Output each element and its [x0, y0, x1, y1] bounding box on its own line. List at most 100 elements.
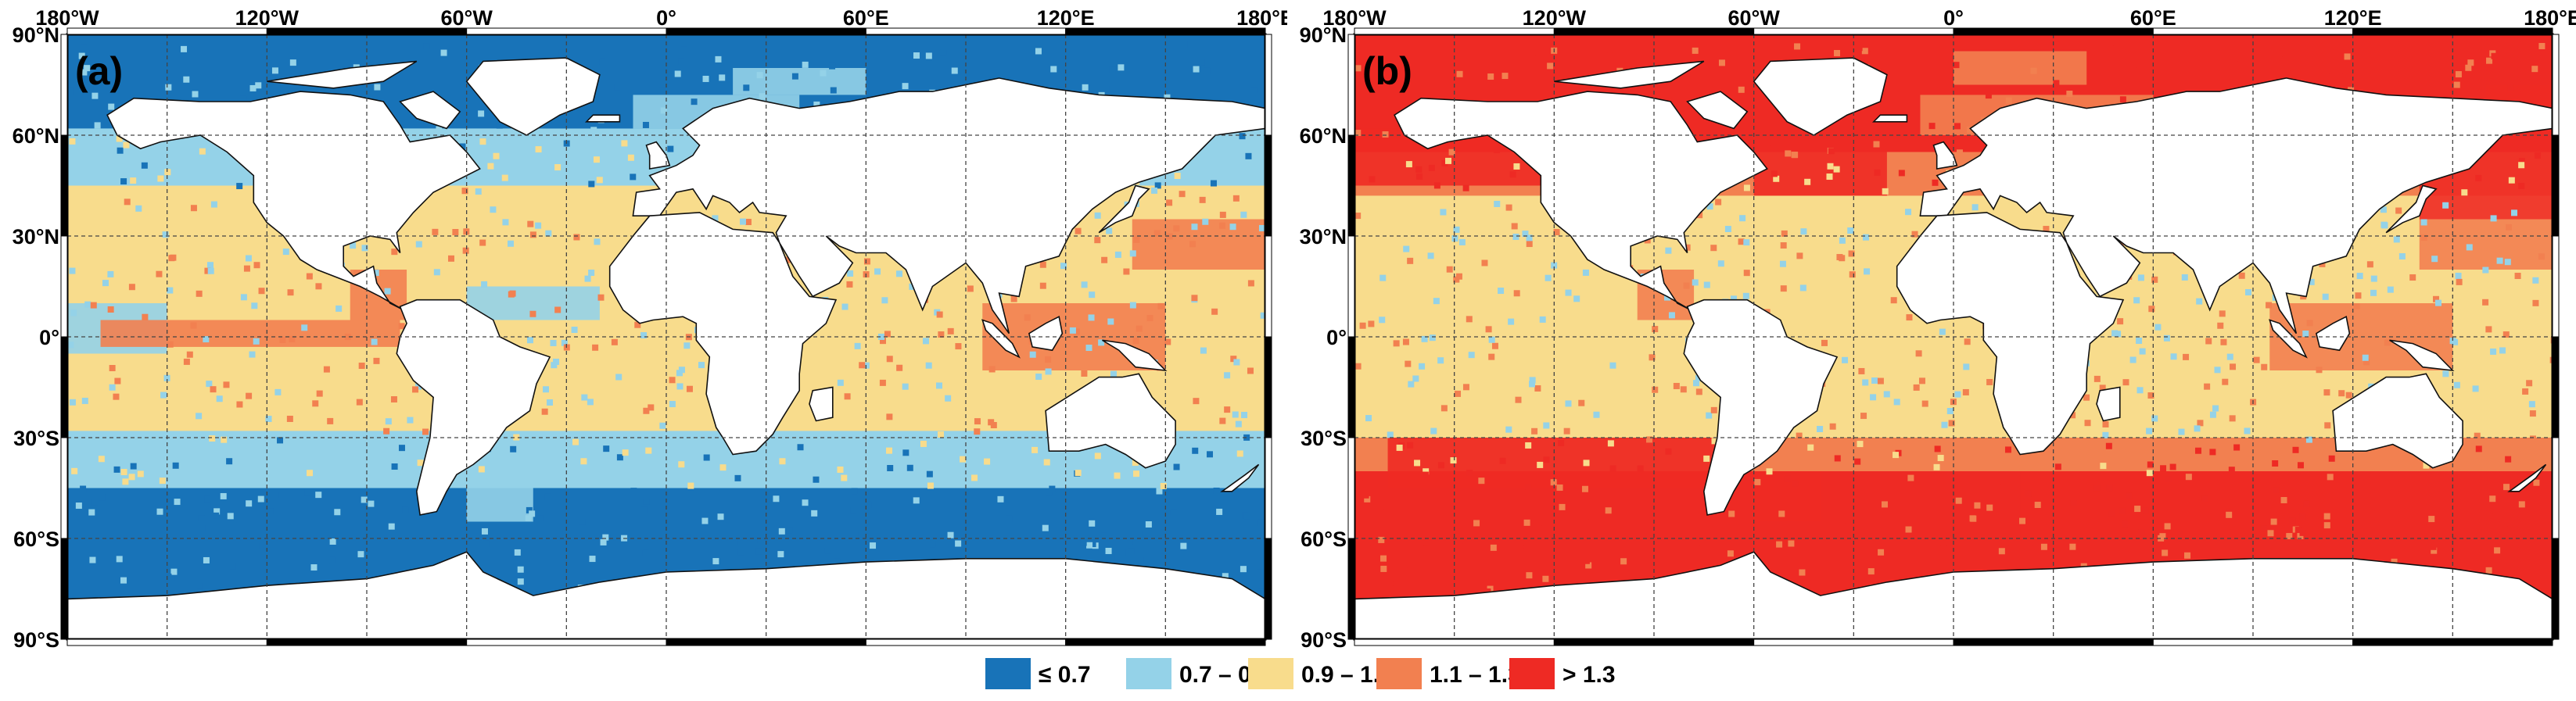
- ocean-cell: [350, 242, 357, 249]
- ocean-cell: [955, 540, 962, 547]
- ocean-cell: [2160, 465, 2167, 472]
- legend-swatch-4: [1376, 658, 1422, 689]
- ocean-cell: [1684, 244, 1691, 251]
- ocean-cell: [602, 534, 609, 541]
- ocean-cell: [1166, 233, 1173, 240]
- ocean-cell: [1511, 223, 1518, 230]
- ocean-cell: [1858, 367, 1865, 374]
- ocean-cell: [2470, 523, 2477, 530]
- ocean-cell: [1258, 224, 1265, 231]
- ocean-cell: [1207, 451, 1214, 458]
- ocean-cell: [89, 556, 96, 563]
- ocean-cell: [221, 436, 228, 443]
- ocean-cell: [433, 269, 440, 276]
- continent-north-america: [1394, 91, 1768, 311]
- ocean-cell: [1069, 327, 1076, 334]
- ocean-cell: [1578, 399, 1585, 406]
- ocean-cell: [678, 461, 685, 468]
- ocean-cell: [938, 431, 945, 438]
- ocean-cell: [1882, 508, 1889, 515]
- ocean-cell: [1139, 524, 1146, 531]
- ocean-cell: [80, 485, 87, 492]
- ocean-cell: [432, 228, 439, 235]
- ocean-cell: [69, 267, 76, 274]
- ocean-cell: [1476, 86, 1483, 93]
- ocean-cell: [1792, 480, 1799, 487]
- ocean-cell: [1699, 542, 1706, 549]
- ocean-cell: [1985, 92, 1992, 99]
- ocean-cell: [130, 177, 137, 184]
- ocean-cell: [1085, 345, 1092, 352]
- ocean-cell: [2228, 77, 2235, 84]
- ocean-cell: [199, 524, 206, 531]
- ocean-cell: [196, 582, 203, 589]
- ocean-cell: [2272, 460, 2279, 467]
- ocean-cell: [358, 363, 365, 370]
- ocean-cell: [622, 449, 629, 456]
- ocean-cell: [483, 540, 490, 547]
- ocean-cell: [1933, 463, 1940, 470]
- lon-label: 60°W: [1728, 6, 1781, 30]
- ocean-cell: [91, 499, 99, 506]
- ocean-cell: [199, 88, 206, 95]
- ocean-cell: [361, 496, 368, 503]
- ocean-cell: [844, 393, 851, 400]
- ocean-cell: [1445, 157, 1452, 164]
- ocean-cell: [307, 470, 314, 477]
- ocean-cell: [2126, 492, 2133, 499]
- ocean-cell: [1075, 227, 1082, 234]
- frame-bar-left: [60, 437, 68, 539]
- ocean-cell: [1094, 212, 1101, 219]
- ocean-cell: [204, 267, 211, 274]
- ocean-cell: [717, 513, 724, 520]
- ocean-cell: [1565, 400, 1572, 407]
- ocean-cell: [2266, 302, 2273, 309]
- ocean-cell: [353, 270, 361, 277]
- lat-label: 30°S: [13, 427, 59, 450]
- ocean-cell: [1469, 492, 1476, 499]
- ocean-cell: [1954, 123, 1961, 130]
- ocean-cell: [2454, 95, 2461, 102]
- ocean-cell: [1799, 284, 1806, 291]
- ocean-cell: [2170, 353, 2177, 360]
- ocean-cell: [88, 509, 95, 516]
- ocean-cell: [517, 578, 524, 585]
- ocean-cell: [2370, 289, 2377, 296]
- ocean-cell: [1219, 222, 1226, 229]
- ocean-cell: [829, 63, 836, 70]
- ocean-cell: [643, 407, 650, 414]
- ocean-cell: [925, 362, 932, 369]
- ocean-cell: [1200, 347, 1207, 354]
- ocean-cell: [1827, 163, 1834, 170]
- ocean-cell: [109, 365, 116, 372]
- ocean-cell: [712, 558, 719, 565]
- ocean-cell: [1905, 526, 1912, 533]
- ocean-cell: [580, 458, 587, 465]
- ocean-cell: [1433, 182, 1440, 189]
- ocean-cell: [2393, 236, 2400, 243]
- ocean-cell: [461, 528, 468, 535]
- ocean-cell: [199, 148, 206, 155]
- ocean-cell: [2538, 253, 2545, 260]
- ocean-cell: [870, 542, 877, 549]
- ocean-cell: [587, 399, 594, 406]
- ocean-cell: [2034, 502, 2041, 509]
- ocean-cell: [2162, 549, 2169, 556]
- ocean-cell: [621, 140, 628, 147]
- ocean-cell: [2236, 79, 2243, 86]
- ocean-cell: [2154, 324, 2162, 331]
- ocean-cell: [1930, 549, 1937, 556]
- ocean-cell: [478, 110, 485, 117]
- frame-bar-bottom: [1354, 638, 1555, 646]
- ocean-cell: [1861, 48, 1868, 55]
- ocean-cell: [1427, 252, 1434, 259]
- ocean-cell: [210, 386, 217, 393]
- ocean-cell: [1174, 173, 1181, 180]
- legend-swatch-3: [1248, 658, 1293, 689]
- ocean-cell: [2177, 531, 2184, 538]
- ocean-cell: [415, 383, 422, 390]
- ocean-cell: [2522, 388, 2529, 395]
- ocean-cell: [1791, 152, 1798, 159]
- ocean-cell: [1224, 372, 1231, 379]
- ocean-cell: [114, 99, 121, 106]
